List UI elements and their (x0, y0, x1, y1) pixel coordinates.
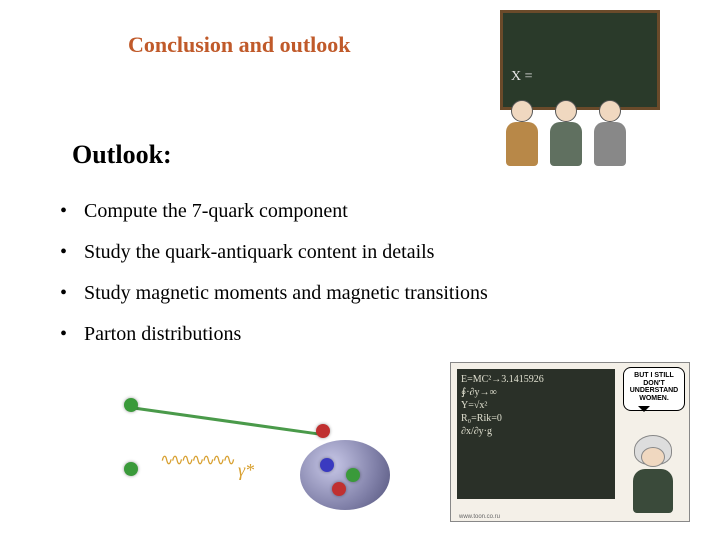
list-item: Study magnetic moments and magnetic tran… (60, 282, 488, 305)
gluon-line (130, 406, 319, 435)
list-item: Study the quark-antiquark content in det… (60, 241, 488, 264)
parton-diagram: ∿∿∿∿∿∿∿ γ* (120, 390, 420, 520)
quark-left (124, 462, 138, 476)
scientist-figure (502, 100, 542, 170)
einstein-figure (627, 435, 679, 515)
blackboard: X = (500, 10, 660, 110)
einstein-cartoon: E=MC²→3.1415926 ∮·∂y→∞ Y=√x² R₀=Rik=0 ∂x… (450, 362, 690, 522)
quark-spectator (320, 458, 334, 472)
scientist-figure (546, 100, 586, 170)
proton-blob (300, 440, 390, 510)
quark-spectator (332, 482, 346, 496)
photon-line: ∿∿∿∿∿∿∿ (160, 450, 233, 470)
section-heading: Outlook: (72, 140, 172, 170)
scientists-cartoon: X = (480, 10, 680, 170)
gamma-star-label: γ* (238, 460, 254, 481)
blackboard-formulas: E=MC²→3.1415926 ∮·∂y→∞ Y=√x² R₀=Rik=0 ∂x… (457, 369, 615, 442)
quark-incoming (124, 398, 138, 412)
thought-bubble: BUT I STILL DON'T UNDERSTAND WOMEN. (623, 367, 685, 411)
bullet-list: Compute the 7-quark component Study the … (60, 200, 488, 364)
blackboard-text: X = (511, 69, 533, 85)
einstein-blackboard: E=MC²→3.1415926 ∮·∂y→∞ Y=√x² R₀=Rik=0 ∂x… (457, 369, 615, 499)
slide-title: Conclusion and outlook (128, 32, 351, 58)
cartoon-credit: www.toon.co.ru (459, 514, 500, 520)
quark-struck (316, 424, 330, 438)
scientist-figure (590, 100, 630, 170)
list-item: Compute the 7-quark component (60, 200, 488, 223)
quark-spectator (346, 468, 360, 482)
list-item: Parton distributions (60, 323, 488, 346)
